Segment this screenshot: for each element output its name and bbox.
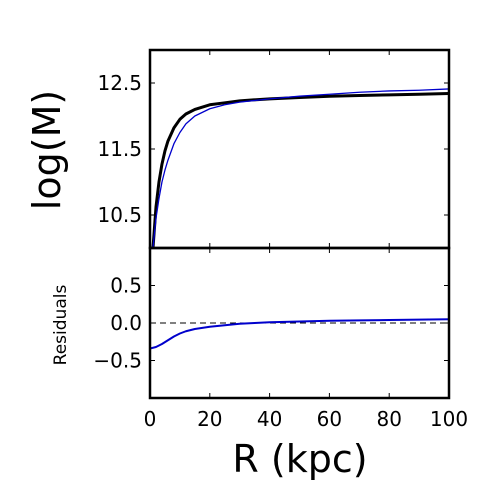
top-y-tick-label: 11.5 (97, 137, 142, 161)
bottom-y-axis-title: Residuals (51, 285, 71, 366)
top-series-group (151, 88, 449, 248)
top-y-tick-label: 10.5 (97, 203, 142, 227)
bottom-series-group (150, 318, 449, 350)
bottom-y-tick-label: 0.5 (110, 274, 142, 298)
x-axis-title: R (kpc) (232, 437, 367, 481)
top-panel: 10.5 11.5 12.5 log(M) (25, 48, 451, 250)
bottom-plot-frame (148, 246, 451, 400)
top-plot-frame (148, 48, 451, 250)
x-tick-label: 40 (257, 407, 282, 431)
bottom-tick-labels: −0.5 0.0 0.5 0 20 40 60 80 100 (93, 274, 468, 432)
bottom-series-line-0 (150, 318, 449, 350)
top-y-axis-title: log(M) (25, 90, 69, 210)
top-tick-labels: 10.5 11.5 12.5 (97, 71, 142, 227)
bottom-panel: −0.5 0.0 0.5 0 20 40 60 80 100 Residuals (51, 246, 468, 432)
x-tick-label: 20 (197, 407, 222, 431)
bottom-y-tick-label: −0.5 (93, 349, 142, 373)
top-series-line-0 (151, 92, 449, 248)
top-series-line-1 (152, 88, 449, 248)
top-ticks (149, 50, 450, 248)
bottom-y-tick-label: 0.0 (110, 311, 142, 335)
x-tick-label: 100 (430, 407, 468, 431)
x-tick-label: 0 (144, 407, 157, 431)
x-tick-label: 80 (376, 407, 401, 431)
top-y-tick-label: 12.5 (97, 71, 142, 95)
x-tick-label: 60 (317, 407, 342, 431)
